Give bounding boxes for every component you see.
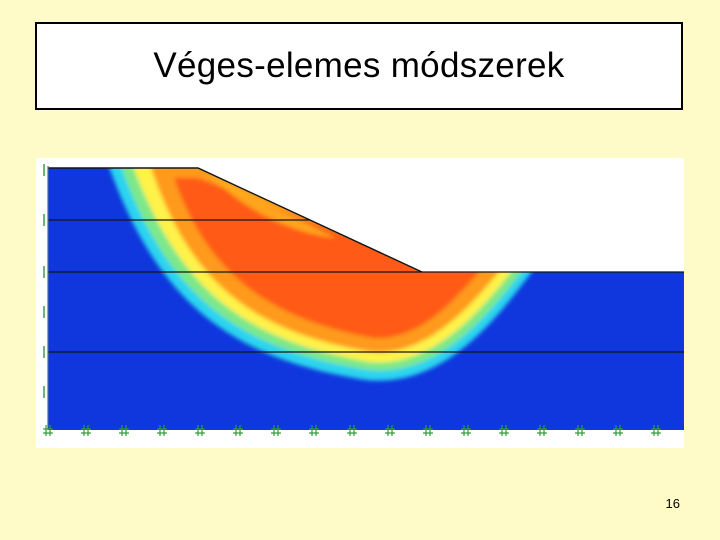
support-hash-icon (43, 425, 53, 436)
slide-title: Véges-elemes módszerek (153, 46, 565, 85)
support-hash-icon (233, 425, 243, 436)
support-hash-icon (461, 425, 471, 436)
support-hash-icon (271, 425, 281, 436)
support-hash-icon (575, 425, 585, 436)
fem-slope-contour-plot (36, 158, 684, 448)
support-hash-icon (309, 425, 319, 436)
slope-surface-line (48, 167, 423, 273)
page-number: 16 (665, 496, 680, 511)
bottom-supports (43, 425, 661, 436)
support-hash-icon (537, 425, 547, 436)
support-hash-icon (347, 425, 357, 436)
support-hash-icon (499, 425, 509, 436)
support-hash-icon (157, 425, 167, 436)
sky-region (198, 168, 684, 272)
contour-band-upper-yellow (204, 172, 336, 238)
sky-top-left (48, 158, 684, 168)
support-hash-icon (613, 425, 623, 436)
contour-band-core (174, 178, 484, 339)
support-hash-icon (81, 425, 91, 436)
title-box: Véges-elemes módszerek (35, 22, 683, 110)
support-hash-icon (385, 425, 395, 436)
support-hash-icon (119, 425, 129, 436)
support-hash-icon (423, 425, 433, 436)
support-hash-icon (195, 425, 205, 436)
support-hash-icon (651, 425, 661, 436)
